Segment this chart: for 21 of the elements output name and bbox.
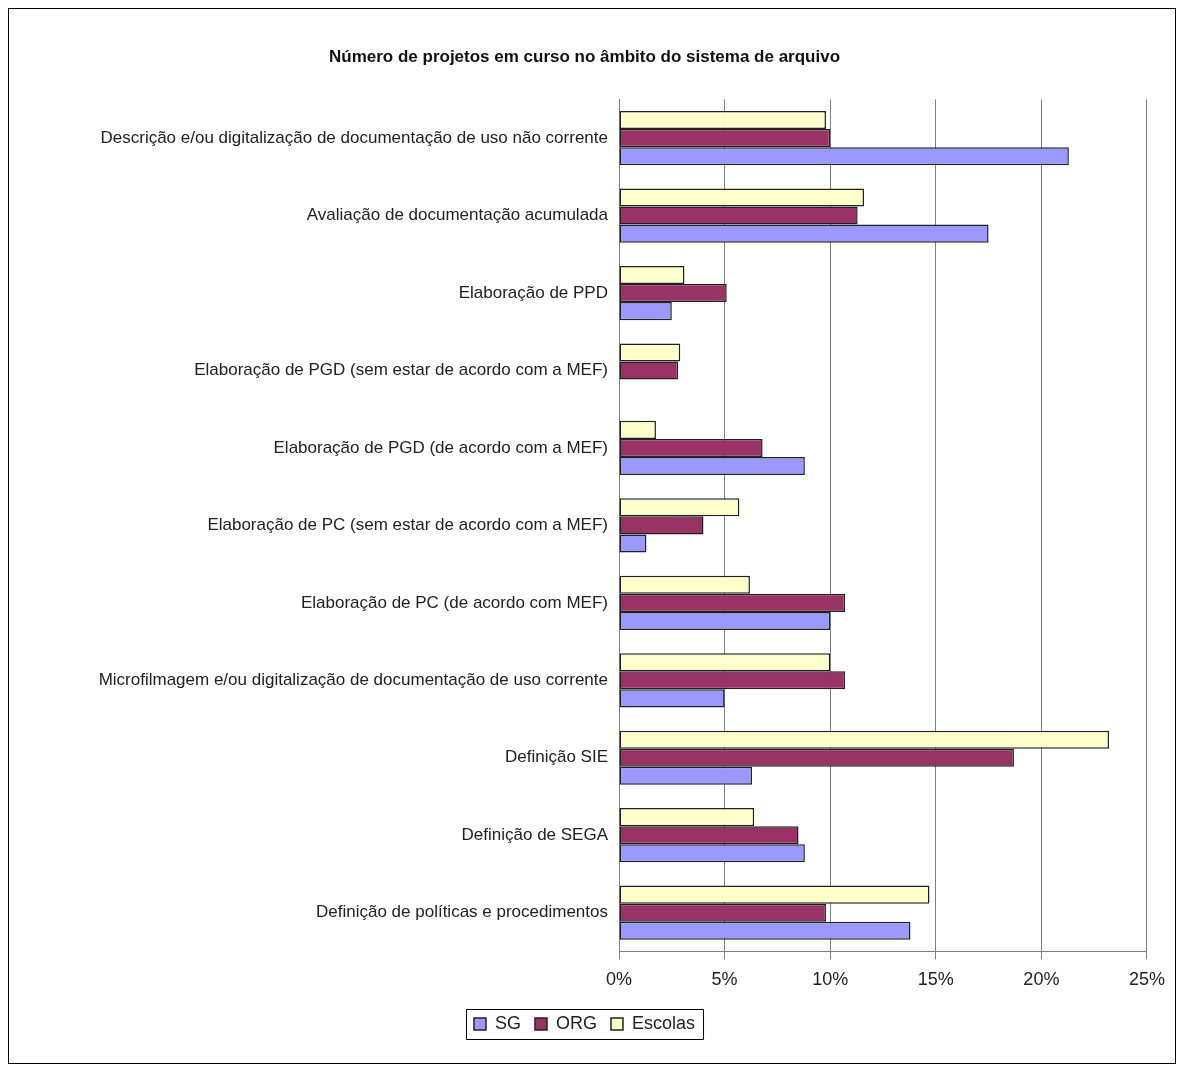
y-tick-label: Definição SIE xyxy=(505,747,608,767)
y-tick-label: Elaboração de PC (sem estar de acordo com a MEF) xyxy=(207,515,608,535)
legend-label: Escolas xyxy=(631,1012,696,1033)
x-tick-label: 10% xyxy=(812,969,849,990)
y-tick-label: Microfilmagem e/ou digitalização de documentação de uso corrente xyxy=(98,670,608,689)
y-tick-label: Definição de políticas e procedimentos xyxy=(316,902,608,922)
y-tick-label: Descrição e/ou digitalização de documentação de uso não corrente xyxy=(100,127,608,147)
legend-label: SG xyxy=(494,1012,521,1033)
y-tick-label: Definição de SEGA xyxy=(461,824,609,844)
y-tick-label: Elaboração de PC (de acordo com MEF) xyxy=(300,592,608,612)
y-tick-label: Avaliação de documentação acumulada xyxy=(306,205,609,225)
y-tick-label: Elaboração de PPD xyxy=(458,282,608,302)
legend-label: ORG xyxy=(555,1012,598,1033)
y-tick-label: Elaboração de PGD (sem estar de acordo com a MEF) xyxy=(194,360,608,380)
x-tick-label: 25% xyxy=(1128,969,1165,990)
chart-title: Número de projetos em curso no âmbito do sistema de arquivo xyxy=(328,46,841,66)
x-tick-label: 0% xyxy=(605,969,633,990)
x-tick-label: 15% xyxy=(917,969,954,990)
x-tick-label: 20% xyxy=(1023,969,1060,990)
y-tick-label: Elaboração de PGD (de acordo com a MEF) xyxy=(273,437,608,457)
x-tick-label: 5% xyxy=(711,969,738,990)
